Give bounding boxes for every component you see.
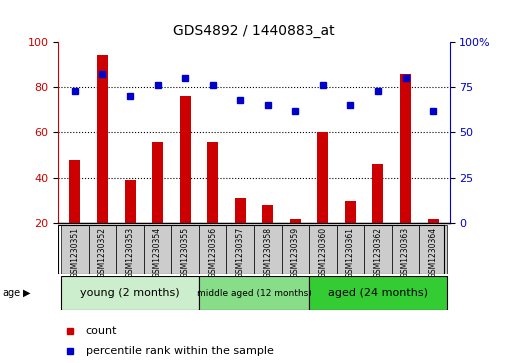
Bar: [235, 198, 246, 223]
Text: young (2 months): young (2 months): [80, 288, 180, 298]
Text: GSM1230352: GSM1230352: [98, 227, 107, 278]
Bar: [372, 164, 384, 223]
Bar: [199, 225, 227, 274]
Bar: [124, 180, 136, 223]
Text: GSM1230356: GSM1230356: [208, 227, 217, 278]
Text: GSM1230361: GSM1230361: [346, 227, 355, 278]
Text: GSM1230357: GSM1230357: [236, 227, 245, 278]
Text: GSM1230362: GSM1230362: [373, 227, 383, 278]
Bar: [428, 219, 438, 223]
Text: GSM1230351: GSM1230351: [71, 227, 79, 278]
Bar: [61, 225, 89, 274]
Text: GSM1230353: GSM1230353: [125, 227, 135, 278]
Bar: [400, 73, 411, 223]
Bar: [207, 142, 218, 223]
Text: ▶: ▶: [23, 288, 31, 298]
Bar: [152, 142, 163, 223]
Bar: [309, 225, 337, 274]
Text: GSM1230354: GSM1230354: [153, 227, 162, 278]
Text: count: count: [86, 326, 117, 336]
Bar: [70, 160, 80, 223]
Text: aged (24 months): aged (24 months): [328, 288, 428, 298]
Bar: [318, 132, 328, 223]
Bar: [419, 225, 447, 274]
Bar: [364, 225, 392, 274]
Bar: [89, 225, 116, 274]
Bar: [180, 96, 190, 223]
Bar: [309, 276, 447, 310]
Bar: [392, 225, 419, 274]
Bar: [345, 200, 356, 223]
Bar: [144, 225, 171, 274]
Text: GSM1230363: GSM1230363: [401, 227, 410, 278]
Text: middle aged (12 months): middle aged (12 months): [197, 289, 311, 298]
Bar: [116, 225, 144, 274]
Bar: [61, 276, 199, 310]
Text: age: age: [3, 288, 21, 298]
Bar: [227, 225, 254, 274]
Text: GSM1230355: GSM1230355: [181, 227, 189, 278]
Text: GSM1230364: GSM1230364: [429, 227, 437, 278]
Text: GSM1230360: GSM1230360: [319, 227, 327, 278]
Bar: [290, 219, 301, 223]
Bar: [171, 225, 199, 274]
Bar: [337, 225, 364, 274]
Text: GSM1230358: GSM1230358: [263, 227, 272, 278]
Text: GSM1230359: GSM1230359: [291, 227, 300, 278]
Bar: [254, 225, 281, 274]
Title: GDS4892 / 1440883_at: GDS4892 / 1440883_at: [173, 24, 335, 38]
Text: percentile rank within the sample: percentile rank within the sample: [86, 346, 274, 356]
Bar: [281, 225, 309, 274]
Bar: [97, 55, 108, 223]
Bar: [199, 276, 309, 310]
Bar: [262, 205, 273, 223]
